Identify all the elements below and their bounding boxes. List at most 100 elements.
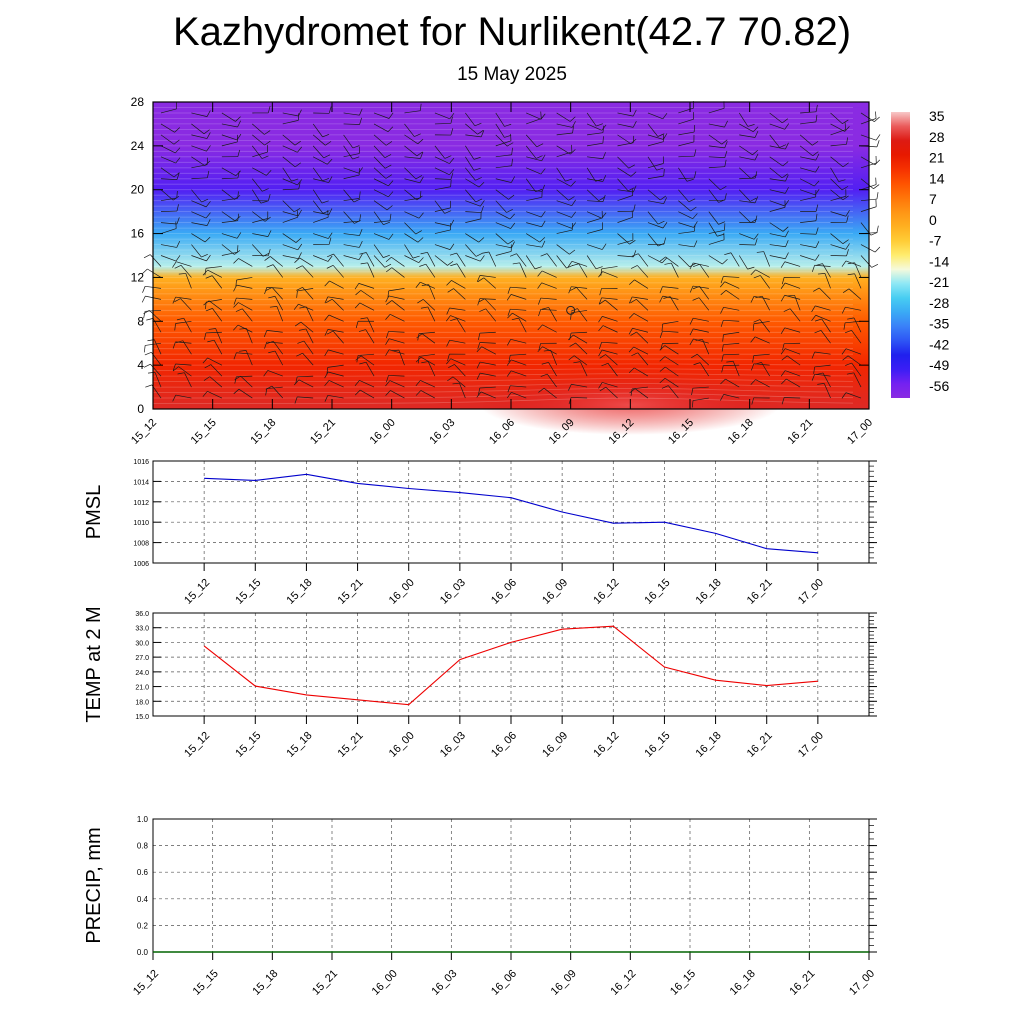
x-tick-label: 16_15 <box>642 730 672 760</box>
wind-barb-feather <box>326 330 334 335</box>
wind-barb <box>389 349 405 355</box>
wind-barb-feather <box>846 137 848 145</box>
wind-barb <box>367 317 375 333</box>
wind-barb-feather <box>570 181 576 187</box>
wind-barb-feather <box>204 268 207 276</box>
wind-barb <box>282 255 299 260</box>
wind-barb-feather <box>235 308 243 312</box>
wind-barb-feather <box>540 113 546 120</box>
wind-barb <box>465 211 482 213</box>
wind-barb <box>479 386 496 389</box>
wind-barb <box>510 294 527 300</box>
wind-barb-feather <box>628 367 635 374</box>
wind-barb-feather <box>721 365 724 373</box>
wind-barb-feather <box>874 116 880 122</box>
wind-barb-feather <box>785 174 789 182</box>
wind-barb-feather <box>205 302 207 310</box>
wind-barb <box>556 255 567 269</box>
x-tick-label: 15_18 <box>250 968 280 998</box>
wind-barb <box>332 265 344 278</box>
wind-barb-feather <box>599 354 606 359</box>
wind-barb <box>252 134 265 146</box>
wind-barb-feather <box>360 262 368 265</box>
wind-barb <box>784 294 801 300</box>
wind-barb <box>453 288 466 300</box>
wind-barb <box>327 329 344 333</box>
wind-barb <box>617 156 629 169</box>
wind-barb-feather <box>208 328 216 330</box>
wind-barb-feather <box>388 191 394 198</box>
wind-barb <box>495 140 512 147</box>
wind-barb-feather <box>509 253 517 257</box>
wind-barb <box>313 233 329 239</box>
wind-barb <box>556 151 572 158</box>
wind-barb <box>221 134 238 141</box>
wind-barb-feather <box>752 149 759 156</box>
wind-barb <box>266 341 283 344</box>
wind-barb <box>184 372 192 388</box>
wind-barb-feather <box>630 331 637 336</box>
wind-barb-feather <box>724 141 728 148</box>
wind-barb <box>769 156 784 167</box>
wind-barb <box>236 284 253 289</box>
wind-barb <box>343 220 360 223</box>
wind-barb-feather <box>628 328 633 335</box>
wind-barb <box>678 107 694 114</box>
x-tick-label: 16_18 <box>694 730 724 760</box>
wind-barb-feather <box>719 281 725 288</box>
wind-barb-feather <box>717 233 725 237</box>
wind-barb <box>784 327 801 333</box>
wind-barb <box>698 297 710 311</box>
wind-barb-feather <box>750 336 756 343</box>
wind-barb-feather <box>782 161 789 167</box>
wind-barb-feather <box>327 158 333 165</box>
wind-barb-feather <box>598 196 605 202</box>
wind-barb-feather <box>142 286 146 293</box>
wind-barb-feather <box>359 228 363 236</box>
wind-barb-feather <box>569 116 576 122</box>
wind-barb-feather <box>689 285 694 293</box>
wind-barb-feather <box>693 240 698 248</box>
wind-barb <box>786 355 801 366</box>
wind-barb <box>191 244 202 258</box>
wind-barb-feather <box>507 312 513 319</box>
wind-barb-feather <box>234 194 241 200</box>
wind-barb <box>207 390 223 399</box>
wind-barb-feather <box>295 237 302 243</box>
wind-barb <box>388 375 405 377</box>
x-tick-label: 15_15 <box>233 577 263 607</box>
wind-barb-feather <box>596 123 603 127</box>
wind-barb-feather <box>354 283 360 290</box>
wind-barb <box>313 211 329 216</box>
wind-barb <box>739 189 751 202</box>
wind-barb-feather <box>814 330 822 334</box>
wind-barb <box>647 175 664 180</box>
wind-barb <box>511 391 527 399</box>
wind-barb-feather <box>202 391 208 397</box>
wind-barb <box>602 271 618 278</box>
wind-barb <box>421 333 436 344</box>
wind-barb <box>526 244 543 248</box>
wind-barb <box>755 269 770 278</box>
wind-barb <box>637 352 649 366</box>
wind-barb-feather <box>811 374 816 381</box>
wind-barb-feather <box>446 358 451 365</box>
wind-barb-feather <box>753 233 759 240</box>
wind-barb-feather <box>359 252 367 255</box>
wind-barb-feather <box>507 239 514 245</box>
wind-barb-feather <box>571 211 576 218</box>
wind-barb <box>191 189 202 203</box>
wind-barb <box>175 394 192 399</box>
colorbar-label: -14 <box>929 253 949 269</box>
wind-barb-feather <box>480 255 485 262</box>
wind-barb <box>434 255 448 266</box>
wind-barb-feather <box>359 191 361 199</box>
wind-barb-feather <box>175 157 181 164</box>
wind-barb <box>312 200 324 214</box>
wind-barb-feather <box>659 331 663 338</box>
wind-barb <box>647 134 664 140</box>
wind-barb-feather <box>568 355 575 361</box>
wind-barb-feather <box>450 219 455 227</box>
wind-barb-feather <box>662 222 668 229</box>
wind-barb <box>547 373 557 388</box>
